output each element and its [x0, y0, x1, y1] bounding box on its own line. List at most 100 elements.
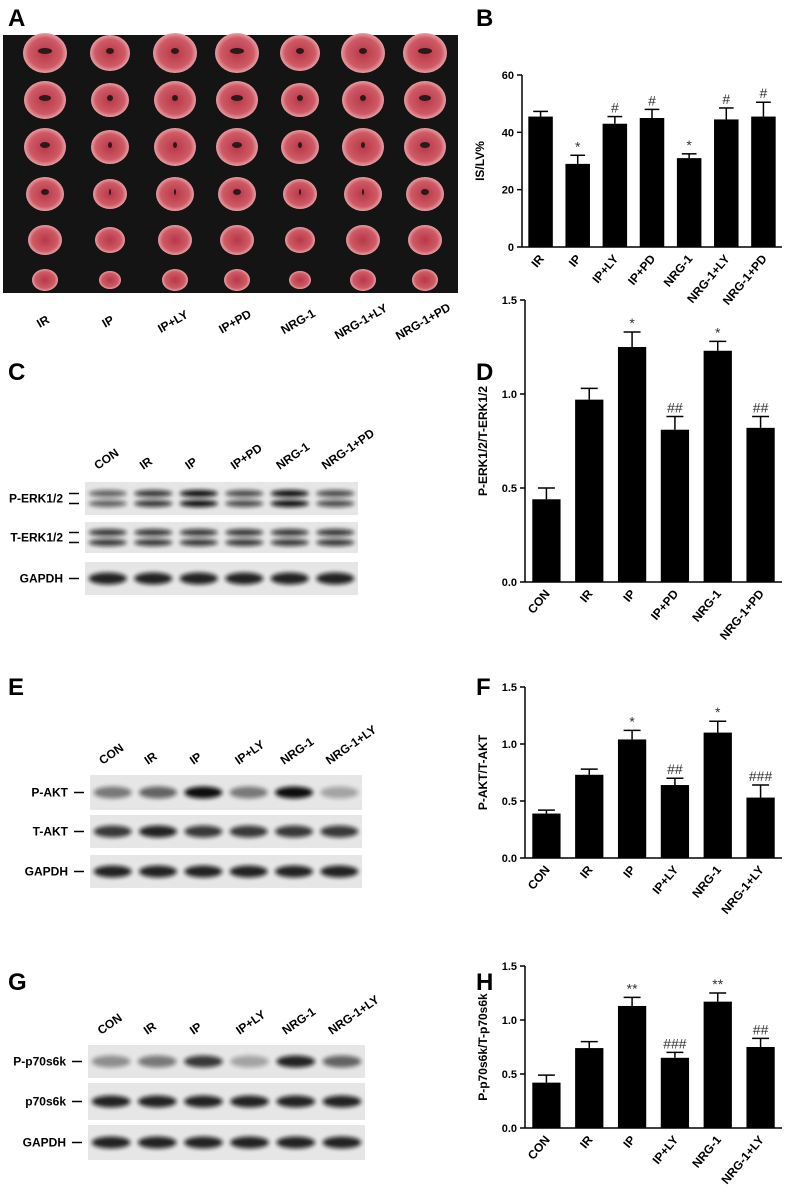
- blot-band: [91, 1055, 131, 1068]
- bar: [751, 116, 776, 247]
- lumen: [297, 95, 303, 101]
- blot-band: [320, 825, 359, 838]
- bar: [575, 1048, 604, 1128]
- bar: [532, 499, 561, 582]
- heart-label: IP+PD: [216, 307, 254, 337]
- row-label: T-ERK1/2: [10, 531, 63, 545]
- lumen: [296, 48, 304, 54]
- blot-band: [230, 1055, 269, 1068]
- row-label: p70s6k: [25, 1095, 66, 1109]
- y-tick-label: 0.0: [502, 577, 517, 589]
- significance: *: [575, 138, 581, 154]
- blot-band: [184, 1095, 223, 1108]
- blot-band: [316, 500, 355, 507]
- significance: #: [722, 91, 730, 107]
- blot-band: [229, 825, 268, 838]
- blot-strip: [85, 482, 358, 515]
- bar: [617, 347, 647, 582]
- y-tick-label: 0: [508, 242, 514, 254]
- lane-label: IP: [182, 454, 199, 472]
- blot-band: [137, 1095, 177, 1108]
- blot-band: [322, 1136, 362, 1149]
- blot-band: [274, 865, 314, 878]
- blot-band: [134, 539, 173, 546]
- lane-label: NRG-1+LY: [326, 992, 382, 1037]
- blot-band: [274, 825, 314, 838]
- blot-band: [137, 1136, 177, 1149]
- blot-band: [184, 1136, 223, 1149]
- x-tick-label: IR: [577, 1133, 596, 1151]
- blot-strip: [88, 1125, 365, 1160]
- heart-slice: [220, 225, 254, 255]
- blot-band: [270, 490, 309, 497]
- blot-band: [225, 539, 264, 546]
- blot-strip: [90, 815, 362, 848]
- blot-band: [134, 490, 173, 497]
- blot-band: [230, 1136, 269, 1149]
- row-label: P-AKT: [31, 786, 68, 800]
- x-tick-label: IP: [620, 587, 638, 605]
- heart-label: NRG-1+LY: [332, 301, 390, 342]
- y-tick-label: 1.0: [502, 1015, 517, 1027]
- significance: *: [686, 137, 692, 153]
- y-axis-label: IS/LV%: [473, 141, 487, 181]
- heart-slice: [350, 269, 376, 291]
- panel-letter: H: [476, 969, 493, 996]
- x-tick-label: IP+LY: [650, 1133, 682, 1167]
- significance: *: [629, 713, 635, 729]
- y-tick-label: 0.5: [502, 796, 517, 808]
- lumen: [109, 189, 111, 195]
- blot-band: [225, 529, 264, 536]
- lumen: [39, 95, 51, 101]
- lumen: [233, 189, 241, 195]
- significance: #: [760, 85, 768, 101]
- lumen: [299, 189, 301, 195]
- bar: [532, 1082, 561, 1128]
- significance: **: [627, 980, 638, 996]
- panel-letter: F: [476, 674, 491, 701]
- blot-band: [93, 786, 132, 799]
- bar: [746, 427, 775, 582]
- lumen: [38, 48, 52, 54]
- lumen: [360, 95, 366, 101]
- heart-slice: [224, 269, 250, 291]
- y-tick-label: 1.0: [502, 739, 517, 751]
- lumen: [230, 48, 244, 54]
- blot-band: [225, 500, 264, 507]
- blot-band: [184, 825, 223, 838]
- heart-slice: [289, 271, 311, 289]
- bar: [602, 123, 628, 247]
- blot-band: [276, 1136, 316, 1149]
- blot-band: [320, 786, 359, 799]
- heart-label: NRG-1+PD: [393, 300, 453, 343]
- lane-label: CON: [96, 741, 126, 768]
- bar: [660, 785, 690, 858]
- significance: ##: [667, 400, 683, 416]
- panel-letter: E: [8, 674, 24, 701]
- row-label: GAPDH: [20, 572, 63, 586]
- x-tick-label: NRG-1: [661, 252, 696, 290]
- significance: ###: [663, 1035, 687, 1051]
- y-tick-label: 60: [502, 70, 514, 82]
- lumen: [420, 142, 430, 148]
- bar: [575, 774, 604, 858]
- significance: *: [629, 315, 635, 331]
- blot-band: [93, 865, 132, 878]
- heart-slice: [346, 225, 380, 255]
- bar: [714, 119, 739, 247]
- x-tick-label: IP+PD: [625, 252, 658, 288]
- lumen: [421, 189, 429, 195]
- blot-band: [88, 539, 127, 546]
- lumen: [106, 48, 114, 54]
- x-tick-label: CON: [525, 587, 553, 616]
- blot-band: [270, 529, 309, 536]
- lumen: [298, 142, 302, 148]
- heart-slice: [32, 269, 58, 291]
- blot-band: [179, 490, 218, 497]
- bar: [617, 739, 647, 858]
- lane-label: IP: [187, 749, 204, 767]
- x-tick-label: NRG-1: [689, 587, 724, 625]
- significance: ##: [667, 761, 683, 777]
- significance: #: [648, 92, 656, 108]
- significance: **: [712, 976, 723, 992]
